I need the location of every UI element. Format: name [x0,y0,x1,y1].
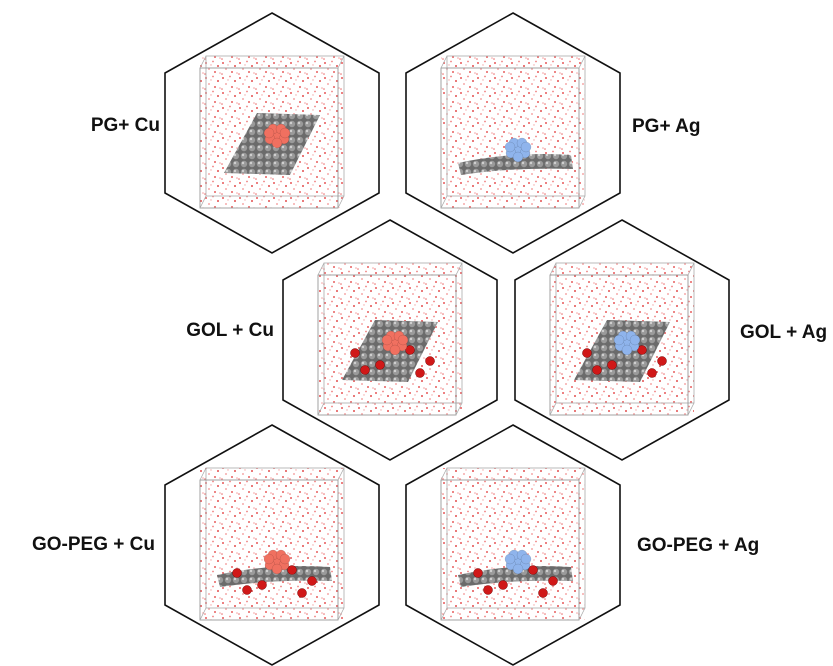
oxygen [243,586,252,595]
ion [630,335,640,345]
oxygen [539,589,548,598]
water-box [441,56,585,208]
panel: PG+ Ag [406,13,700,253]
ion [280,128,290,138]
oxygen [474,569,483,578]
ion [513,564,523,574]
oxygen [593,366,602,375]
oxygen [258,581,267,590]
oxygen [608,361,617,370]
panel: GO-PEG + Ag [406,425,759,665]
panel: GO-PEG + Cu [32,425,379,665]
ion [272,138,282,148]
water-box [441,468,585,620]
ion [521,142,531,152]
oxygen [361,366,370,375]
ion [280,554,290,564]
ion [614,335,624,345]
panel: GOL + Ag [515,220,827,460]
oxygen [308,577,317,586]
oxygen [583,349,592,358]
panel: GOL + Cu [186,220,497,460]
ion [398,335,408,345]
panel-label: GO-PEG + Ag [637,535,759,556]
oxygen [298,589,307,598]
oxygen [658,357,667,366]
panel-label: GOL + Cu [186,320,274,341]
ion [390,345,400,355]
oxygen [426,357,435,366]
ion [505,142,515,152]
ion [264,554,274,564]
figure: PG+ Cu PG+ Ag GOL + Cu GOL + Ag GO-PEG + Cu G… [0,0,833,666]
ion [505,554,515,564]
oxygen [376,361,385,370]
oxygen [549,577,558,586]
ion [622,345,632,355]
oxygen [499,581,508,590]
oxygen [648,369,657,378]
oxygen [233,569,242,578]
water-box [200,468,344,620]
ion [382,335,392,345]
panel-label: PG+ Cu [91,115,160,136]
panel-label: GOL + Ag [740,322,827,343]
ion [272,564,282,574]
oxygen [351,349,360,358]
ion [521,554,531,564]
ion [264,128,274,138]
oxygen [416,369,425,378]
panel-label: GO-PEG + Cu [32,534,155,555]
panels: PG+ Cu PG+ Ag GOL + Cu GOL + Ag GO-PEG + Cu G… [32,13,827,665]
oxygen [484,586,493,595]
panel: PG+ Cu [91,13,379,253]
panel-label: PG+ Ag [632,116,700,137]
ion [513,152,523,162]
